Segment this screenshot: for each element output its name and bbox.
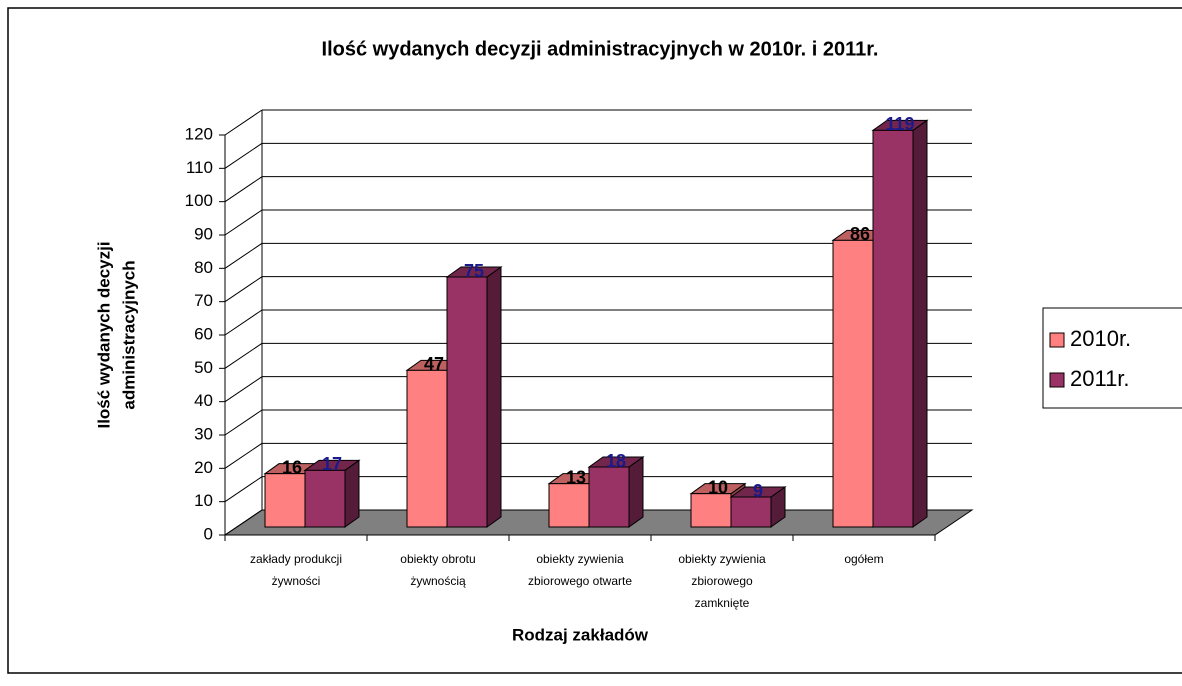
data-label: 75 (464, 261, 484, 281)
grid-line (224, 109, 263, 136)
bar (588, 466, 630, 528)
grid-line (224, 142, 263, 169)
grid-line (224, 376, 263, 403)
grid-line (224, 342, 263, 369)
bar (690, 493, 732, 528)
y-tick-label: 120 (185, 124, 213, 143)
bar (872, 129, 914, 528)
data-label: 17 (322, 454, 342, 474)
y-tick-label: 40 (194, 391, 213, 410)
x-tick-label: obiekty obrotu (400, 552, 475, 566)
x-tick-label: zakłady produkcji (250, 552, 342, 566)
grid-line (224, 176, 263, 203)
y-tick-label: 60 (194, 324, 213, 343)
y-axis-title-line: administracyjnych (119, 260, 138, 409)
x-tick-label: żywnością (410, 574, 466, 588)
y-axis-title: Ilość wydanych decyzji administracyjnych (94, 241, 138, 428)
y-tick-label: 30 (194, 424, 213, 443)
x-tick-label: zbiorowego (691, 574, 753, 588)
grid-line (224, 276, 263, 303)
y-tick-label: 90 (194, 224, 213, 243)
x-axis-title: Rodzaj zakładów (512, 625, 649, 644)
bar-side (344, 459, 360, 528)
data-label: 10 (708, 477, 728, 497)
x-tick-label: obiekty zywienia (678, 552, 766, 566)
bar (548, 483, 590, 528)
y-tick-label: 100 (185, 191, 213, 210)
data-label: 16 (282, 457, 302, 477)
bar (264, 473, 306, 528)
x-tick-label: zbiorowego otwarte (528, 574, 632, 588)
grid-line (224, 442, 263, 469)
legend-box (1042, 307, 1182, 409)
x-tick-label: obiekty zywienia (536, 552, 624, 566)
grid-line (224, 242, 263, 269)
legend-label: 2010r. (1070, 326, 1131, 351)
bar (304, 469, 346, 528)
data-label: 18 (606, 451, 626, 471)
data-label: 9 (753, 481, 763, 501)
data-label: 47 (424, 354, 444, 374)
y-tick-label: 10 (194, 491, 213, 510)
bar (446, 276, 488, 528)
x-tick-label: żywności (272, 574, 321, 588)
grid-line (224, 209, 263, 236)
y-tick-label: 80 (194, 258, 213, 277)
chart-border (7, 7, 1182, 674)
grid-line (224, 309, 263, 336)
legend-label: 2011r. (1070, 366, 1130, 391)
y-tick-label: 20 (194, 458, 213, 477)
y-tick-label: 110 (186, 158, 213, 177)
legend-swatch (1049, 372, 1065, 388)
data-label: 119 (885, 114, 914, 134)
bar (406, 369, 448, 528)
grid-line (224, 409, 263, 436)
grid-line (224, 476, 263, 503)
grid-line (224, 509, 263, 536)
bar (832, 239, 874, 528)
bar-side (486, 266, 502, 528)
data-label: 13 (566, 467, 586, 487)
legend-swatch (1049, 332, 1065, 348)
y-tick-label: 70 (194, 291, 213, 310)
bar (730, 496, 772, 528)
bar-side (912, 119, 928, 528)
y-tick-label: 0 (204, 524, 213, 543)
x-tick-label: ogółem (844, 552, 883, 566)
y-axis-title-line: Ilość wydanych decyzji (94, 241, 113, 428)
x-tick-label: zamknięte (695, 596, 750, 610)
data-label: 86 (850, 224, 870, 244)
y-tick-label: 50 (194, 358, 213, 377)
bar-side (628, 456, 644, 528)
chart-title: Ilość wydanych decyzji administracyjnych… (322, 38, 879, 60)
